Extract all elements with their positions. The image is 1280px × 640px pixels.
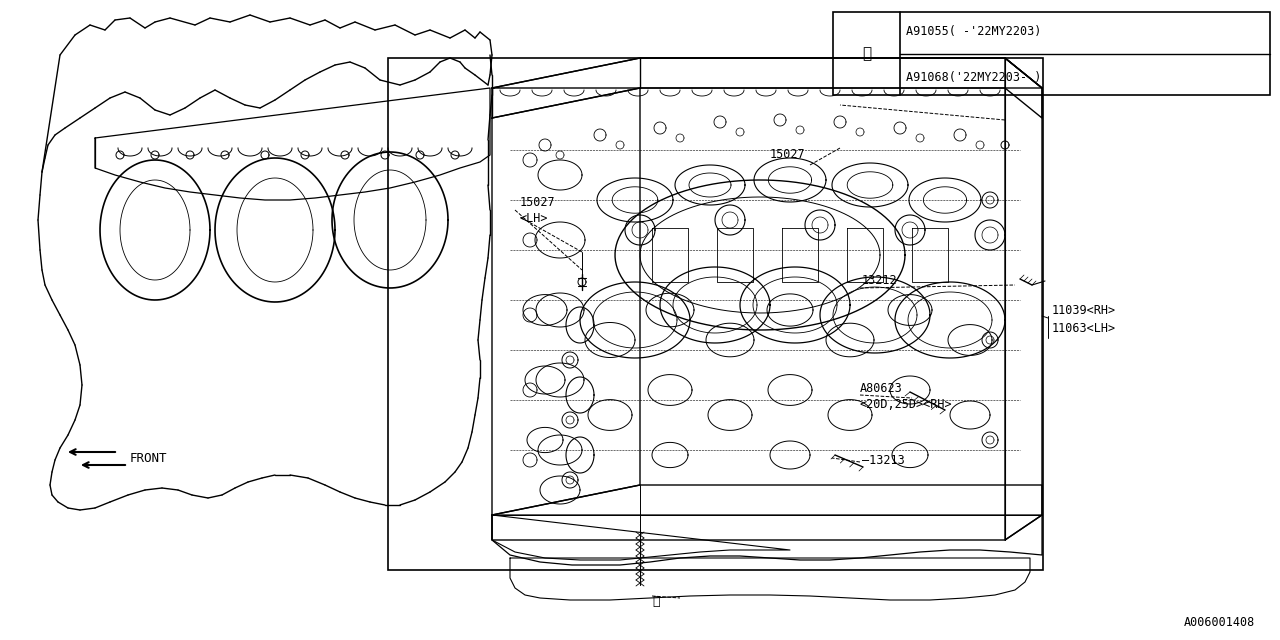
Text: ①: ① [861,46,872,61]
Text: ①: ① [652,595,659,608]
Text: A006001408: A006001408 [1184,616,1254,628]
Text: 15027: 15027 [771,148,805,161]
Text: <LH>: <LH> [520,211,549,225]
Text: 15027: 15027 [520,195,556,209]
Text: –13213: –13213 [861,454,905,467]
Bar [388,58,1043,570]
Text: A91055( -'22MY2203): A91055( -'22MY2203) [906,24,1042,38]
Bar [833,12,1270,95]
Text: 11063<LH>: 11063<LH> [1052,321,1116,335]
Text: 13212: 13212 [861,273,897,287]
Text: A91068('22MY2203- ): A91068('22MY2203- ) [906,70,1042,83]
Text: FRONT: FRONT [131,451,168,465]
Text: A80623: A80623 [860,381,902,394]
Text: 11039<RH>: 11039<RH> [1052,303,1116,317]
Text: <20D,25D><RH>: <20D,25D><RH> [860,399,952,412]
